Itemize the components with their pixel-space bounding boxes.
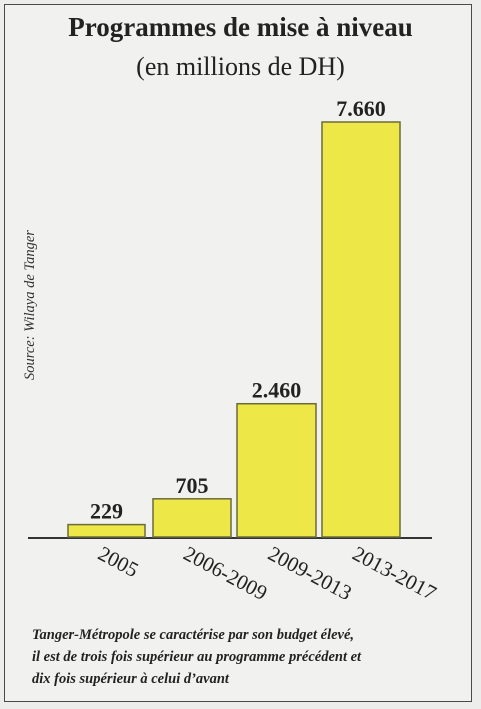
bar [67,523,146,538]
bar [236,402,317,538]
chart-title: Programmes de mise à niveau [68,12,413,42]
bar-value-label: 705 [176,473,209,498]
caption-line: Tanger-Métropole se caractérise par son … [32,627,355,643]
x-tick-label: 2009-2013 [264,541,356,605]
x-tick-label: 2006-2009 [180,541,272,605]
chart-subtitle: (en millions de DH) [136,52,345,81]
bar [152,498,232,538]
bar-value-label: 2.460 [252,378,302,403]
bar-value-label: 229 [90,499,123,524]
caption-line: il est de trois fois supérieur au progra… [32,649,362,665]
bar [321,121,401,538]
caption: Tanger-Métropole se caractérise par son … [32,624,472,690]
bar-value-label: 7.660 [336,96,386,121]
caption-line: dix fois supérieur à celui d’avant [32,671,229,687]
x-tick-label: 2013-2017 [349,541,441,605]
x-tick-label: 2005 [94,541,142,582]
